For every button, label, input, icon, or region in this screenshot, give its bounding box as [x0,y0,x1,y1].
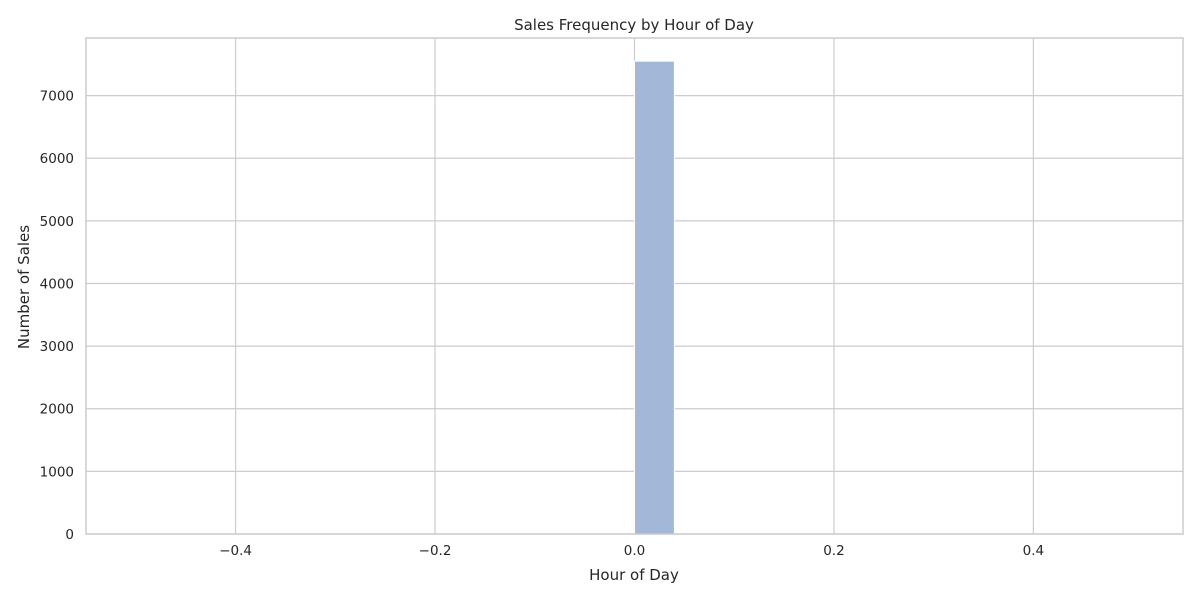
y-axis-label: Number of Sales [15,225,33,349]
x-tick-label: −0.4 [219,543,252,559]
plot-frame [85,37,1184,535]
y-tick-label: 6000 [40,151,74,167]
x-tick-label: −0.2 [419,543,452,559]
x-tick-label: 0.4 [1023,543,1044,559]
y-tick-labels: 0 1000 2000 3000 4000 5000 6000 7000 [40,89,74,543]
x-tick-labels: −0.4 −0.2 0.0 0.2 0.4 [219,543,1044,559]
x-tick-label: 0.0 [624,543,645,559]
y-tick-label: 0 [65,527,74,543]
y-tick-label: 1000 [40,464,74,480]
chart-title: Sales Frequency by Hour of Day [514,16,754,34]
y-tick-label: 4000 [40,276,74,292]
y-tick-label: 2000 [40,402,74,418]
histogram-bar [634,60,675,535]
x-axis-label: Hour of Day [589,566,679,584]
y-tick-label: 7000 [40,89,74,105]
bars [634,60,675,535]
y-tick-label: 5000 [40,214,74,230]
y-tick-label: 3000 [40,339,74,355]
x-tick-label: 0.2 [823,543,844,559]
